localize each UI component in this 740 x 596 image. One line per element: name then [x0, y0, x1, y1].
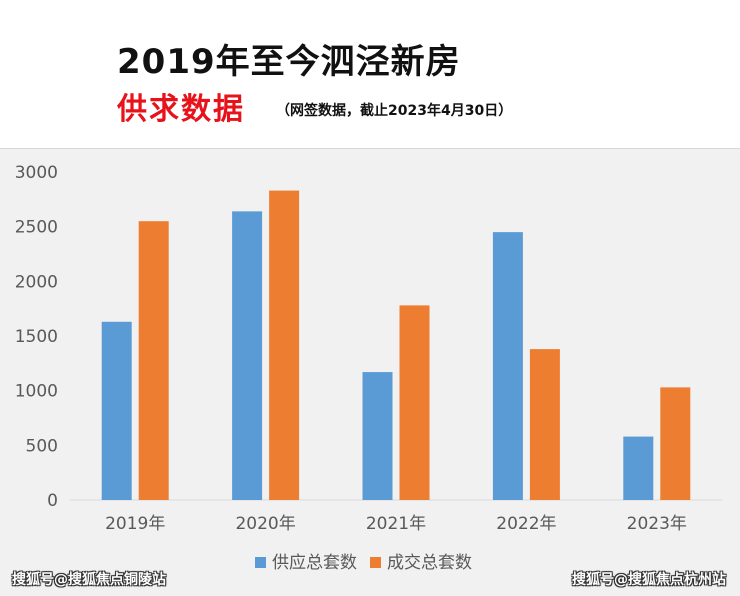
chart-subtitle: 供求数据	[117, 92, 245, 127]
deal-bar	[269, 190, 300, 500]
supply-bar	[232, 211, 263, 501]
y-tick-label: 2000	[15, 272, 58, 292]
legend-swatch-supply	[255, 557, 266, 568]
bar-chart: 0 500 1000 1500 2000 2500 3000 2019年 2020年 2021年 2…	[15, 163, 722, 573]
legend-label: 供应总套数	[272, 553, 357, 573]
supply-bar	[362, 372, 393, 500]
deal-bar	[138, 221, 169, 500]
y-tick-label: 1500	[15, 327, 58, 347]
deal-bar	[660, 387, 691, 500]
x-tick-label: 2023年	[627, 514, 687, 534]
x-tick-label: 2022年	[496, 514, 556, 534]
y-tick-label: 2500	[15, 218, 58, 238]
legend-label: 成交总套数	[387, 553, 472, 573]
chart-panel: 0 500 1000 1500 2000 2500 3000 2019年 2020年 2021年 2…	[0, 148, 740, 596]
data-source-note: （网签数据，截止2023年4月30日）	[276, 103, 513, 119]
supply-bar	[492, 232, 523, 500]
deal-bar	[529, 349, 560, 500]
x-tick-label: 2020年	[235, 514, 295, 534]
y-tick-label: 1000	[15, 382, 58, 402]
deal-bar	[399, 305, 430, 500]
chart-title: 2019年至今泗泾新房	[117, 42, 461, 82]
supply-bar	[101, 321, 132, 500]
y-tick-label: 0	[47, 491, 58, 511]
x-tick-label: 2021年	[366, 514, 426, 534]
supply-bar	[623, 436, 654, 500]
watermark-left: 搜狐号@搜狐焦点铜陵站	[12, 572, 166, 588]
y-tick-label: 500	[26, 436, 58, 456]
x-tick-label: 2019年	[105, 514, 165, 534]
legend-swatch-deal	[370, 557, 381, 568]
y-tick-label: 3000	[15, 163, 58, 183]
watermark-right: 搜狐号@搜狐焦点杭州站	[572, 572, 726, 588]
